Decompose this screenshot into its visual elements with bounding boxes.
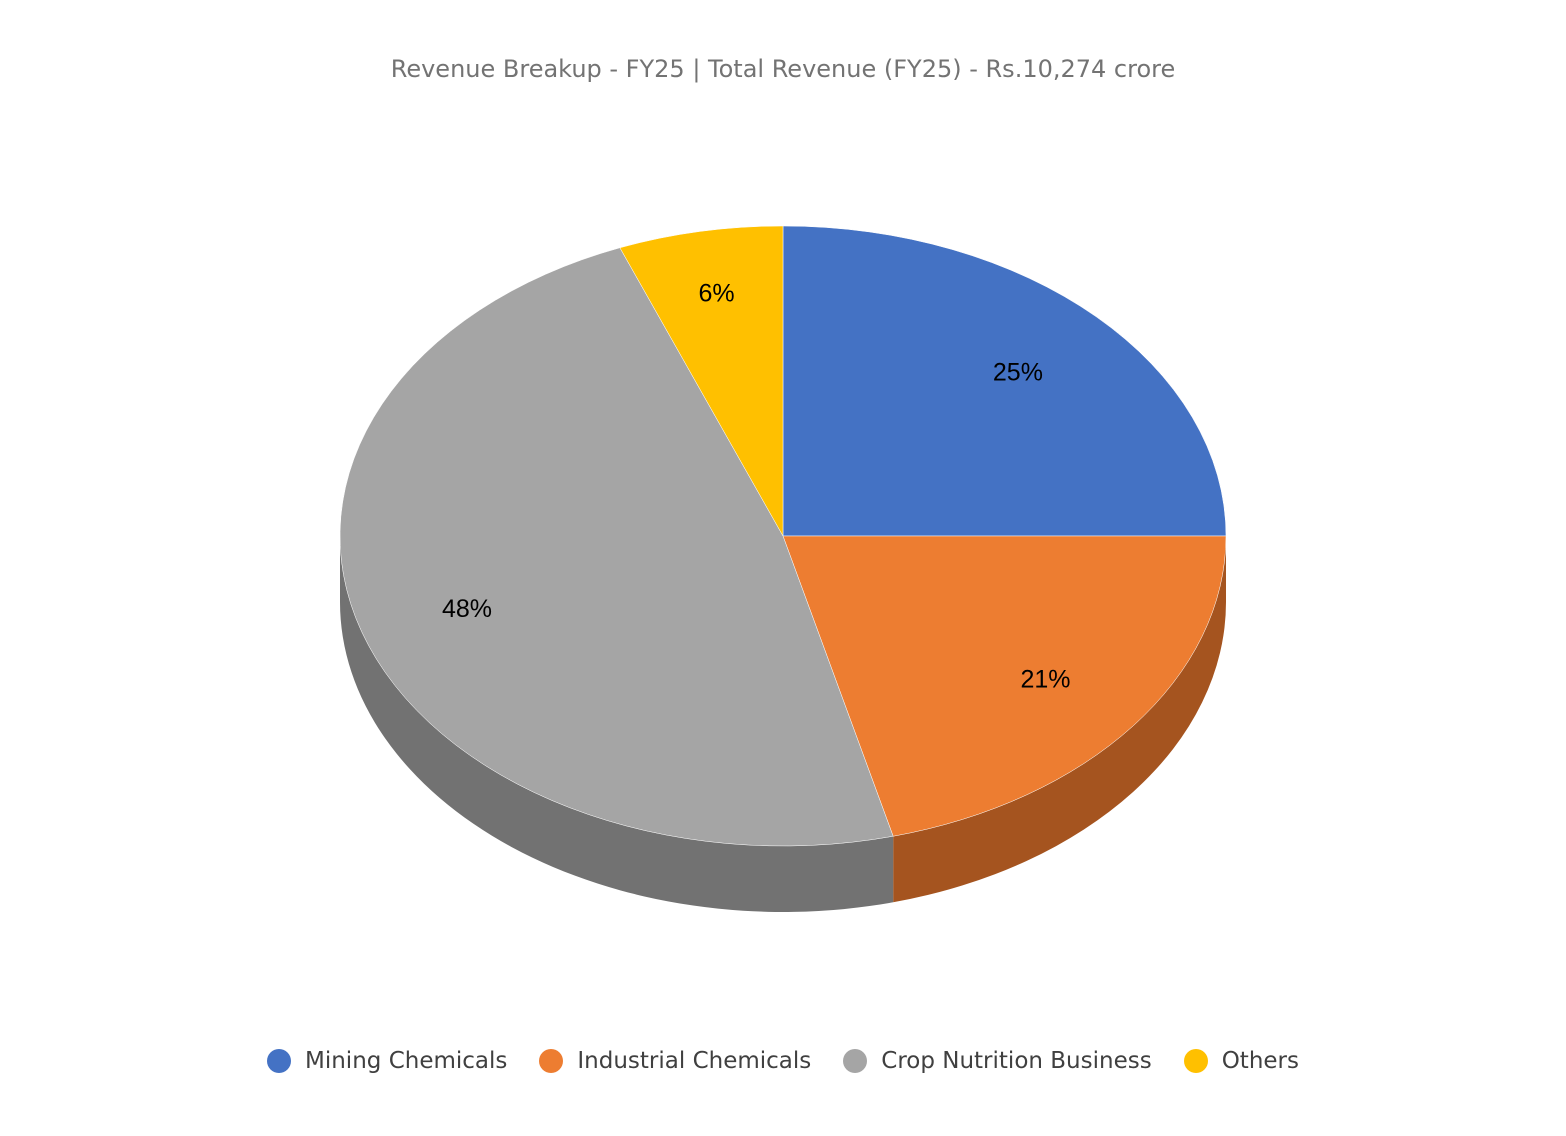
legend-label: Others <box>1221 1048 1299 1074</box>
legend-item[interactable]: Industrial Chemicals <box>539 1048 811 1074</box>
pie-side-1 <box>893 536 1226 903</box>
legend-label: Industrial Chemicals <box>577 1048 812 1074</box>
pie-slice-industrial-chemicals[interactable] <box>782 535 1227 837</box>
data-label: 48% <box>442 595 492 623</box>
legend-label: Mining Chemicals <box>305 1048 508 1074</box>
legend-item[interactable]: Crop Nutrition Business <box>843 1048 1152 1074</box>
pie-side-2 <box>340 536 894 912</box>
pie-slice-crop-nutrition-business[interactable] <box>339 247 894 847</box>
legend-marker-icon <box>843 1049 868 1073</box>
data-label: 21% <box>1021 666 1071 694</box>
pie-slice-mining-chemicals[interactable] <box>782 225 1227 537</box>
legend-label: Crop Nutrition Business <box>881 1048 1152 1074</box>
legend-marker-icon <box>267 1049 291 1073</box>
legend-item[interactable]: Others <box>1183 1048 1299 1074</box>
legend-marker-icon <box>1183 1049 1208 1073</box>
legend-item[interactable]: Mining Chemicals <box>267 1048 507 1074</box>
data-label: 6% <box>699 279 735 307</box>
data-label: 25% <box>993 359 1043 387</box>
legend-marker-icon <box>539 1049 564 1073</box>
pie-slice-others[interactable] <box>619 225 784 537</box>
chart-title: Revenue Breakup - FY25 | Total Revenue (… <box>390 55 1176 83</box>
legend: Mining Chemicals Industrial Chemicals Crop… <box>0 1048 1566 1074</box>
